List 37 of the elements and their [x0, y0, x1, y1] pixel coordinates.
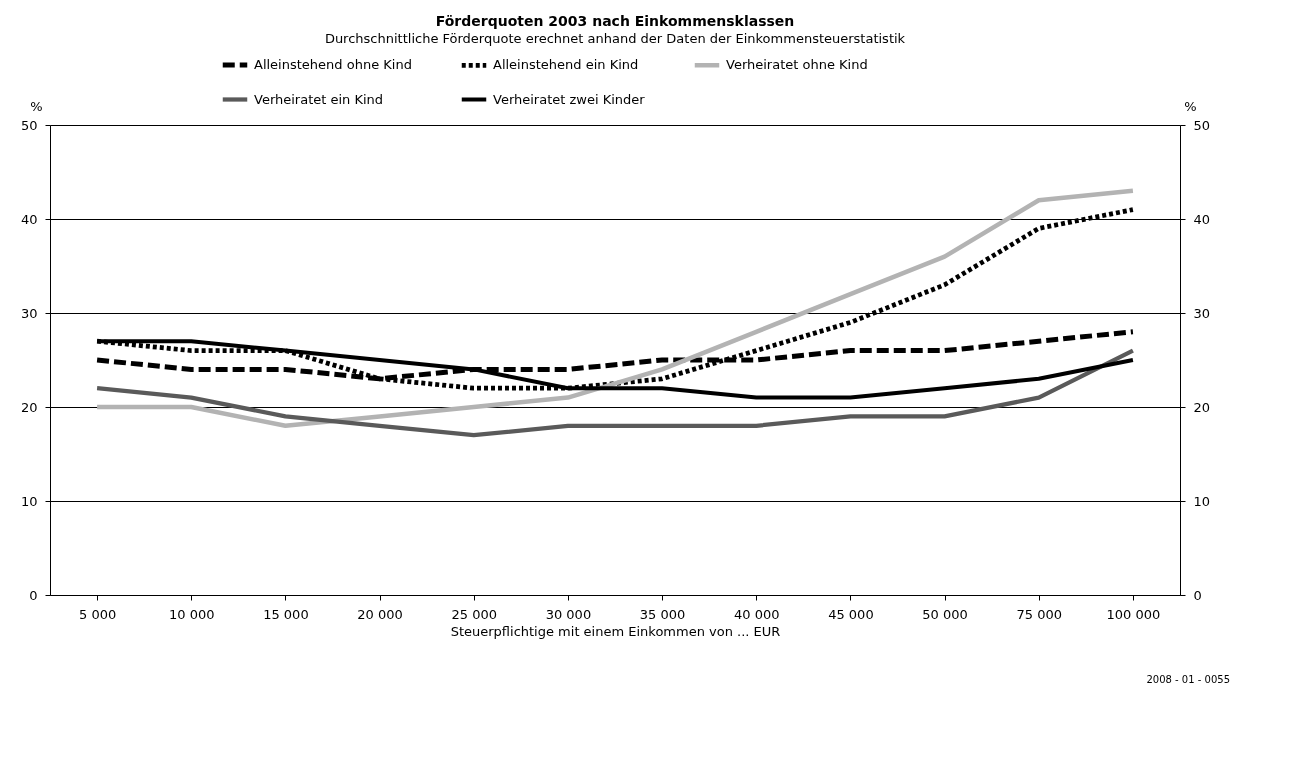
y-tick-label: 50: [20, 117, 38, 133]
x-tick-label: 75 000: [1016, 606, 1062, 622]
y-tick-label: 0: [29, 587, 38, 603]
legend-label: Verheiratet zwei Kinder: [493, 91, 646, 107]
y2-tick-label: 50: [1193, 117, 1211, 133]
y2-tick-label: 10: [1193, 493, 1211, 509]
y-axis-title: %: [30, 98, 43, 114]
y2-tick-label: 0: [1193, 587, 1202, 603]
x-axis-title: Steuerpflichtige mit einem Einkommen von ... EUR: [450, 623, 781, 639]
x-tick-label: 15 000: [263, 606, 309, 622]
line-series: [94, 188, 1136, 429]
y2-tick-label: 20: [1193, 399, 1211, 415]
x-tick-label: 50 000: [922, 606, 968, 622]
legend-label: Verheiratet ohne Kind: [726, 57, 868, 73]
y-tick-label: 40: [20, 211, 38, 227]
x-tick-label: 40 000: [734, 606, 780, 622]
x-tick-label: 5 000: [78, 606, 117, 622]
y-tick-label: 20: [20, 399, 38, 415]
y2-tick-label: 30: [1193, 305, 1211, 321]
legend-label: Alleinstehend ohne Kind: [254, 57, 412, 72]
line-series: [94, 348, 1136, 438]
x-tick-label: 10 000: [169, 606, 215, 622]
text: 2008 - 01 - 0055: [1146, 674, 1230, 685]
y2-tick-label: 40: [1193, 211, 1211, 227]
chart-title: Förderquoten 2003 nach Einkommensklassen: [435, 13, 795, 29]
legend-label: Verheiratet ein Kind: [254, 91, 384, 107]
x-tick-label: 30 000: [545, 606, 592, 622]
y-tick-label: 30: [20, 305, 38, 321]
x-tick-label: 35 000: [639, 606, 686, 622]
x-tick-label: 100 000: [1106, 606, 1161, 622]
chart-subtitle: Durchschnittliche Förderquote erechnet anhand der Daten der Einkommensteuerstatistik: [324, 31, 906, 46]
x-tick-label: 25 000: [451, 606, 497, 622]
x-tick-label: 45 000: [828, 606, 874, 622]
y2-axis-title: %: [1184, 98, 1197, 114]
y-tick-label: 10: [20, 493, 38, 509]
x-tick-label: 20 000: [357, 606, 403, 622]
legend-label: Alleinstehend ein Kind: [493, 57, 639, 73]
